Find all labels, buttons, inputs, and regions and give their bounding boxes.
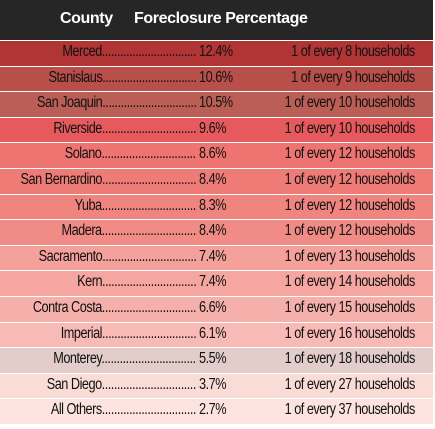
county-name: Stanislaus..............................…	[48, 68, 196, 86]
foreclosure-percentage: 7.4%	[199, 273, 227, 291]
households-ratio: 1 of every 12 households	[284, 171, 416, 188]
foreclosure-percentage: 3.7%	[199, 375, 227, 393]
table-row: Kern............................... 7.4% 1…	[0, 270, 433, 296]
foreclosure-percentage: 12.4%	[199, 43, 233, 60]
foreclosure-percentage: 6.1%	[199, 324, 227, 342]
table-row: All Others..............................…	[0, 398, 433, 424]
county-name: Monterey...............................	[53, 350, 197, 368]
table-row: Yuba............................... 8.3% 1…	[0, 193, 433, 220]
foreclosure-percentage: 10.5%	[199, 94, 233, 112]
table-row: Madera............................... 8.4…	[0, 219, 433, 245]
foreclosure-percentage: 5.5%	[199, 350, 227, 368]
county-name: Contra Costa............................…	[32, 299, 197, 316]
table-row: Imperial............................... 6…	[0, 321, 433, 348]
foreclosure-percentage: 9.6%	[199, 119, 227, 137]
foreclosure-percentage: 7.4%	[199, 247, 227, 265]
households-ratio: 1 of every 12 households	[284, 145, 416, 163]
households-ratio: 1 of every 8 households	[291, 43, 415, 60]
county-name: San Joaquin.............................…	[36, 94, 197, 112]
table-row: Monterey............................... 5…	[0, 347, 433, 373]
households-ratio: 1 of every 37 households	[284, 401, 416, 419]
households-ratio: 1 of every 10 households	[284, 119, 416, 137]
county-column-header: County	[60, 10, 113, 27]
percentage-column-header: Foreclosure Percentage	[134, 10, 308, 27]
table-row: San Bernardino..........................…	[0, 168, 433, 194]
county-name: Yuba...............................	[74, 196, 197, 214]
table-row: San Joaquin.............................…	[0, 91, 433, 117]
table-row: Solano............................... 8.6…	[0, 142, 433, 168]
foreclosure-percentage: 8.4%	[199, 171, 227, 188]
households-ratio: 1 of every 18 households	[284, 350, 416, 368]
table-row: Merced............................... 12.…	[0, 40, 433, 66]
foreclosure-percentage: 8.4%	[199, 222, 227, 240]
households-ratio: 1 of every 15 households	[284, 299, 416, 316]
table-row: Contra Costa............................…	[0, 296, 433, 322]
foreclosure-percentage: 6.6%	[199, 299, 227, 316]
county-name: All Others..............................…	[50, 401, 197, 419]
table-row: Sacramento..............................…	[0, 244, 433, 271]
county-name: Merced...............................	[62, 43, 196, 60]
households-ratio: 1 of every 10 households	[284, 94, 416, 112]
households-ratio: 1 of every 12 households	[284, 196, 416, 214]
county-name: Kern...............................	[76, 273, 197, 291]
households-ratio: 1 of every 27 households	[284, 375, 416, 393]
table-row: Riverside...............................…	[0, 116, 433, 143]
households-ratio: 1 of every 16 households	[284, 324, 416, 342]
table-row: San Diego...............................…	[0, 372, 433, 399]
county-name: Imperial...............................	[60, 324, 197, 342]
county-name: Riverside...............................	[53, 119, 196, 137]
households-ratio: 1 of every 12 households	[284, 222, 416, 240]
county-name: Solano...............................	[65, 145, 196, 163]
table-header: County Foreclosure Percentage	[0, 0, 433, 40]
foreclosure-percentage: 8.3%	[199, 196, 227, 214]
households-ratio: 1 of every 9 households	[291, 68, 415, 86]
foreclosure-percentage: 2.7%	[199, 401, 227, 419]
households-ratio: 1 of every 13 households	[284, 247, 416, 265]
households-ratio: 1 of every 14 households	[284, 273, 416, 291]
county-name: Madera...............................	[61, 222, 197, 240]
foreclosure-percentage: 8.6%	[199, 145, 227, 163]
table-row: Stanislaus..............................…	[0, 65, 433, 92]
foreclosure-percentage: 10.6%	[199, 68, 233, 86]
county-name: Sacramento..............................…	[38, 247, 196, 265]
county-name: San Diego...............................	[46, 375, 197, 393]
county-name: San Bernardino..........................…	[20, 171, 196, 188]
